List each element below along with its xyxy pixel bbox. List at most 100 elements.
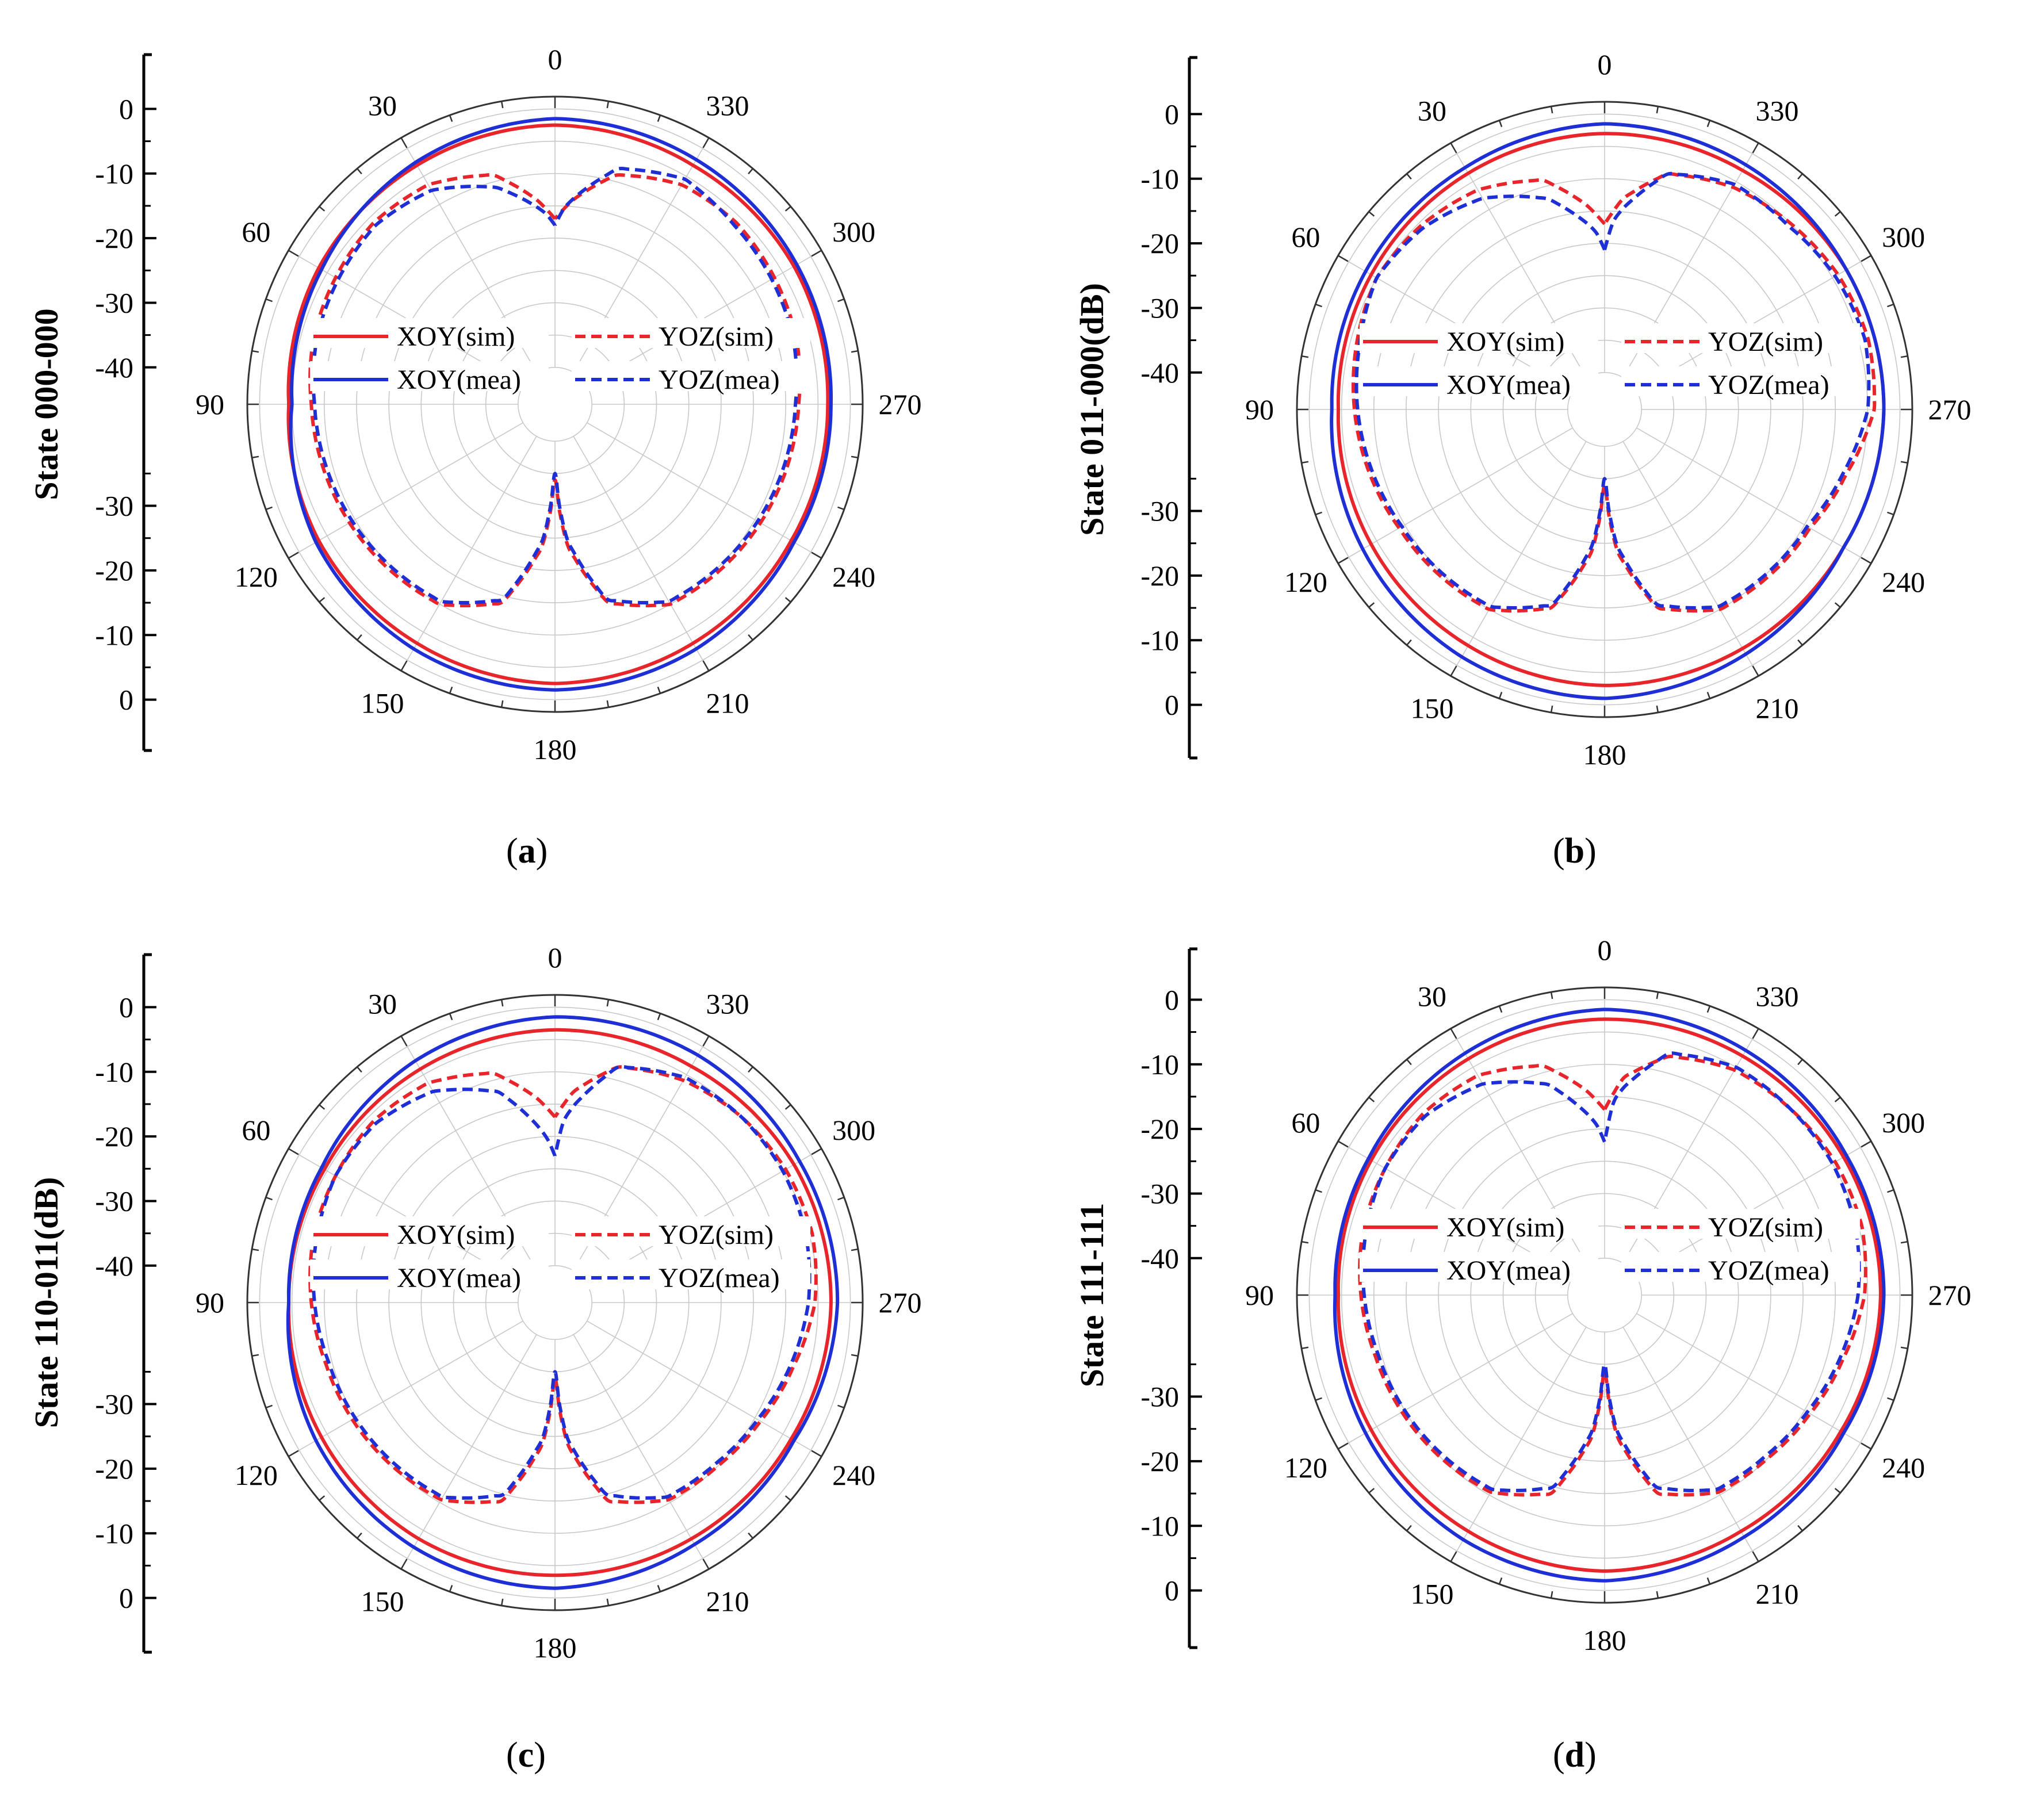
angle-label: 180 [1583, 738, 1626, 771]
legend-bg [572, 318, 810, 348]
radial-tick-label: -40 [1140, 1242, 1179, 1274]
angle-tick [1550, 991, 1553, 999]
angle-tick [837, 506, 845, 511]
grid-spoke [587, 1320, 822, 1457]
angle-tick [657, 1013, 661, 1020]
series-xoymea [289, 117, 833, 692]
y-axis-title: State 110-011(dB) [28, 1177, 65, 1428]
legend-label: XOY(mea) [397, 365, 521, 395]
angle-label: 330 [1756, 980, 1799, 1012]
angle-tick [811, 250, 822, 257]
angle-label: 0 [1598, 934, 1612, 966]
y-axis-title: State 111-111 [1073, 1203, 1111, 1388]
angle-tick [1301, 461, 1309, 464]
legend-label: XOY(mea) [1446, 370, 1571, 400]
angle-tick [357, 168, 362, 175]
panel-d: 0306090120150180210240270300330XOY(sim)X… [1073, 934, 1972, 1775]
angle-tick [748, 1532, 753, 1539]
angle-tick [837, 298, 845, 302]
angle-label: 300 [1882, 1106, 1925, 1139]
angle-tick [784, 597, 791, 603]
angle-tick [400, 1036, 408, 1047]
angle-label: 300 [832, 216, 875, 248]
angle-tick [357, 1532, 362, 1539]
panel-c: 0306090120150180210240270300330XOY(sim)X… [28, 941, 922, 1775]
angle-tick [1706, 120, 1711, 127]
radial-tick-label: -10 [1140, 1048, 1179, 1081]
angle-tick [811, 1148, 822, 1155]
polar-grid [247, 995, 863, 1610]
angle-label: 270 [879, 1286, 922, 1319]
angle-label: 120 [1284, 566, 1327, 598]
angle-tick [1797, 1525, 1803, 1531]
panel-caption: (c) [506, 1736, 546, 1775]
angle-tick [449, 114, 453, 122]
legend-bg [572, 361, 810, 391]
angle-tick [288, 1450, 299, 1457]
legend-label: YOZ(mea) [659, 365, 780, 395]
series-yozmea [311, 166, 799, 605]
angle-tick [606, 101, 610, 109]
angle-tick [357, 634, 362, 641]
angle-label: 90 [1245, 1279, 1274, 1311]
radial-tick-label: 0 [1165, 1575, 1179, 1607]
angle-tick [1656, 991, 1659, 999]
angle-label: 0 [1598, 48, 1612, 81]
legend-label: XOY(mea) [397, 1263, 521, 1293]
grid-spoke [1622, 1327, 1759, 1562]
legend-bg [310, 1216, 549, 1246]
angle-tick [1498, 1577, 1503, 1585]
angle-tick [657, 1585, 661, 1592]
angle-tick [251, 1354, 259, 1357]
radial-tick-label: -30 [95, 1185, 133, 1217]
angle-tick [400, 660, 408, 671]
angle-tick [702, 1036, 710, 1047]
angle-tick [319, 597, 326, 603]
angle-label: 90 [196, 388, 224, 420]
angle-tick [1752, 665, 1759, 676]
angle-label: 330 [706, 987, 749, 1020]
series-yozsim [308, 1065, 818, 1504]
angle-tick [1752, 143, 1759, 154]
radial-tick-label: -20 [1140, 227, 1179, 259]
angle-label: 300 [832, 1114, 875, 1146]
grid-spoke [1636, 1313, 1871, 1450]
y-axis-title: State 011-000(dB) [1073, 283, 1111, 536]
grid-spoke [288, 1320, 523, 1457]
grid-spoke [1338, 427, 1573, 564]
angle-tick [265, 1196, 273, 1201]
y-axis-title: State 000-000 [28, 308, 65, 500]
angle-tick [319, 206, 326, 212]
series-xoysim [286, 123, 830, 685]
angle-tick [500, 101, 504, 109]
angle-tick [1498, 120, 1503, 127]
angle-label: 300 [1882, 221, 1925, 253]
angle-label: 240 [1882, 566, 1925, 598]
angle-tick [811, 1450, 822, 1457]
angle-label: 30 [1418, 94, 1446, 127]
grid-spoke [1450, 1327, 1587, 1562]
angle-tick [1301, 1240, 1309, 1244]
angle-tick [1406, 1525, 1412, 1531]
angle-label: 240 [832, 1459, 875, 1491]
angle-tick [851, 350, 859, 353]
angle-tick [1834, 602, 1841, 608]
angle-tick [500, 700, 504, 708]
angle-tick [1406, 1059, 1412, 1066]
angle-tick [1887, 1189, 1894, 1193]
angle-tick [1656, 106, 1659, 114]
angle-tick [1834, 211, 1841, 217]
legend-label: YOZ(sim) [1708, 1212, 1823, 1243]
angle-tick [1706, 1577, 1711, 1585]
angle-label: 120 [235, 561, 278, 593]
angle-tick [1900, 461, 1908, 464]
series-group [1333, 1008, 1886, 1583]
series-xoymea [1333, 1008, 1886, 1583]
radial-tick-label: 0 [119, 1582, 133, 1614]
angle-tick [1368, 602, 1375, 608]
grid-spoke [1450, 441, 1587, 676]
legend-bg [1360, 1209, 1598, 1239]
grid-spoke [573, 1334, 710, 1569]
radial-axis: 0 -10 -20 -30 -40 -30 -20 -10 0 [95, 53, 156, 752]
